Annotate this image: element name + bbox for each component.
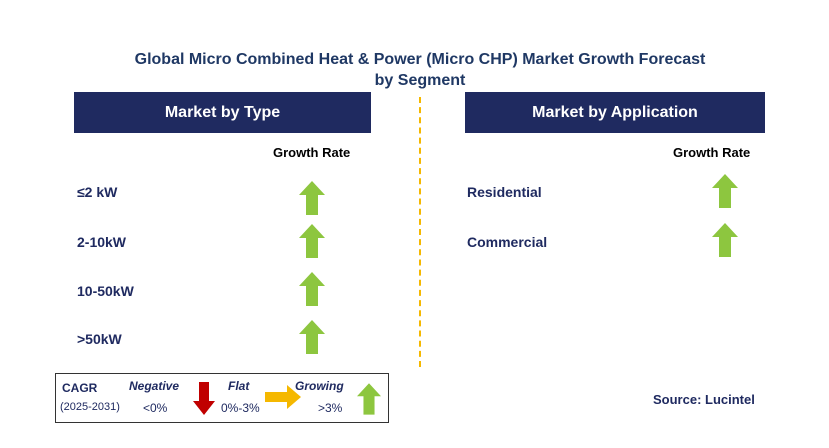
application-item-label: Residential <box>467 184 542 200</box>
legend-negative-range: <0% <box>143 401 168 415</box>
market-by-application-header: Market by Application <box>465 92 765 133</box>
legend-growing-label: Growing <box>295 379 344 393</box>
legend-period: (2025-2031) <box>60 401 120 413</box>
legend-cagr-label: CAGR <box>62 381 98 395</box>
legend-growing-range: >3% <box>318 401 343 415</box>
legend-flat-range: 0%-3% <box>221 401 260 415</box>
chart-title: Global Micro Combined Heat & Power (Micr… <box>0 49 829 91</box>
type-item-label: 2-10kW <box>77 234 127 250</box>
up-arrow-icon <box>299 224 325 258</box>
title-line-1: Global Micro Combined Heat & Power (Micr… <box>134 51 706 68</box>
title-line-2: by Segment <box>374 72 466 89</box>
application-growth-rate-label: Growth Rate <box>673 145 751 160</box>
source-credit: Source: Lucintel <box>653 392 755 407</box>
up-arrow-icon <box>712 174 738 208</box>
legend-flat-label: Flat <box>228 379 250 393</box>
type-item-label: >50kW <box>77 331 122 347</box>
up-arrow-icon <box>299 320 325 354</box>
up-arrow-icon <box>299 181 325 215</box>
market-by-type-header-text: Market by Type <box>164 103 281 121</box>
up-arrow-icon <box>712 223 738 257</box>
cagr-legend: CAGR (2025-2031) Negative <0% Flat 0%-3%… <box>55 373 389 423</box>
market-by-application-header-text: Market by Application <box>532 103 698 121</box>
legend-negative-label: Negative <box>129 379 180 393</box>
panel-divider <box>419 97 421 367</box>
down-arrow-icon <box>193 382 215 415</box>
right-arrow-icon <box>265 385 301 409</box>
type-item-label: 10-50kW <box>77 283 134 299</box>
up-arrow-icon <box>357 383 381 415</box>
up-arrow-icon <box>299 272 325 306</box>
type-item-label: ≤2 kW <box>77 184 118 200</box>
application-item-label: Commercial <box>467 234 548 250</box>
type-growth-rate-label: Growth Rate <box>273 145 351 160</box>
market-by-type-header: Market by Type <box>74 92 371 133</box>
